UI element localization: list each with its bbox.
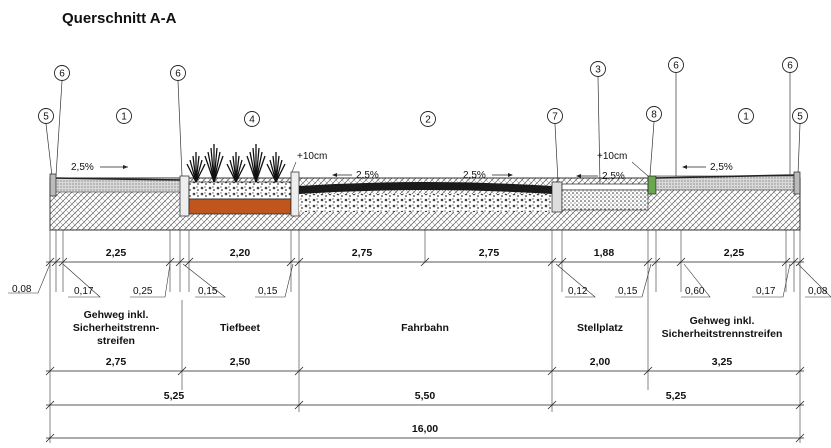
marker-label: 2 [425, 115, 431, 126]
dim-row1-road-right: 2,75 [479, 247, 500, 259]
zone-fahrbahn: Fahrbahn [401, 322, 449, 334]
tiefbeet-gravel [188, 181, 292, 200]
marker-7: 7 [547, 108, 563, 183]
slope-right-label: 2,5% [710, 162, 733, 173]
small-dim-leaders [8, 263, 831, 298]
green-strip [647, 175, 657, 195]
marker-3: 3 [590, 61, 606, 185]
marker-label: 6 [175, 69, 181, 80]
marker-label: 7 [552, 112, 558, 123]
parking-base [561, 189, 649, 211]
road-right-arrowhead [508, 173, 513, 177]
dim-row3-middle: 5,50 [415, 390, 436, 402]
marker-6: 6 [668, 57, 684, 176]
marker-6: 6 [782, 57, 798, 174]
marker-label: 6 [59, 69, 65, 80]
marker-label: 5 [797, 112, 803, 123]
road-slope-left-label: 2,5% [356, 170, 379, 181]
dimension-ticks [45, 257, 805, 443]
marker-5: 5 [38, 108, 54, 177]
slope-left-label: 2,5% [71, 162, 94, 173]
dim-small-1: 0,17 [74, 286, 94, 297]
sidewalk-left-top [51, 177, 183, 181]
plus10-left-label: +10cm [297, 151, 327, 162]
zone-gehweg-left-line2: Sicherheitstrenn- [73, 322, 160, 334]
zone-stellplatz: Stellplatz [577, 322, 623, 334]
marker-5: 5 [792, 108, 808, 175]
curb-left-outer [49, 173, 57, 197]
marker-label: 6 [787, 61, 793, 72]
curb-parking [551, 181, 563, 213]
tiefbeet-soil [188, 198, 292, 215]
marker-label: 1 [743, 112, 749, 123]
zone-gehweg-right-line2: Sicherheitstrennstreifen [662, 328, 783, 340]
dim-small-3: 0,15 [198, 286, 218, 297]
sidewalk-right-top [655, 174, 797, 179]
plus10-right-leader [631, 161, 649, 177]
dim-row3-right: 5,25 [666, 390, 687, 402]
slope-annotations: 2,5% +10cm 2,5% 2,5% +10cm 2,5% 2,5% [71, 151, 733, 182]
dim-row1-parking: 1,88 [594, 247, 615, 259]
plus10-right-label: +10cm [597, 151, 627, 162]
extension-lines [49, 230, 801, 443]
marker-1: 1 [116, 108, 132, 124]
zone-gehweg-left-line1: Gehweg inkl. [84, 309, 149, 321]
marker-group: 5 6 1 6 4 2 7 3 8 6 1 6 5 [38, 57, 808, 185]
marker-label: 1 [121, 112, 127, 123]
cross-section-body [49, 144, 801, 231]
dim-small-0: 0,08 [12, 284, 32, 295]
plants [186, 144, 286, 183]
marker-6: 6 [170, 65, 186, 177]
dim-row2-stellplatz: 2,00 [590, 356, 611, 368]
marker-label: 8 [651, 110, 657, 121]
curb-right-outer [793, 171, 801, 195]
dim-row1-gehweg-left: 2,25 [106, 247, 127, 259]
dimension-lines: 2,25 2,20 2,75 2,75 1,88 2,25 0,08 0,17 … [8, 230, 831, 443]
dim-row1-tiefbeet: 2,20 [230, 247, 251, 259]
marker-1: 1 [738, 108, 754, 124]
dim-small-9: 0,08 [808, 286, 828, 297]
dim-small-8: 0,17 [756, 286, 776, 297]
plus10-left-leader [291, 161, 297, 173]
dim-small-4: 0,15 [258, 286, 278, 297]
marker-label: 6 [673, 61, 679, 72]
parking-paving [561, 183, 649, 191]
marker-2: 2 [420, 111, 436, 127]
marker-label: 3 [595, 65, 601, 76]
dim-row1-road-left: 2,75 [352, 247, 373, 259]
dim-small-2: 0,25 [133, 286, 153, 297]
marker-6: 6 [54, 65, 70, 177]
drawing-title: Querschnitt A-A [62, 10, 177, 27]
dim-small-5: 0,12 [568, 286, 588, 297]
curb-tiefbeet-right [290, 171, 300, 217]
zone-gehweg-right-line1: Gehweg inkl. [690, 315, 755, 327]
parking-slope-label: 2,5% [602, 171, 625, 182]
curb-tiefbeet-left [179, 175, 190, 217]
marker-label: 5 [43, 112, 49, 123]
dim-small-6: 0,15 [618, 286, 638, 297]
zone-tiefbeet: Tiefbeet [220, 322, 261, 334]
dim-row1-gehweg-right: 2,25 [724, 247, 745, 259]
road-base [299, 194, 552, 212]
dim-row3-left: 5,25 [164, 390, 185, 402]
zone-gehweg-left-line3: streifen [97, 335, 135, 347]
marker-8: 8 [646, 106, 662, 177]
dim-small-7: 0,60 [685, 286, 705, 297]
dim-row2-gehweg-left: 2,75 [106, 356, 127, 368]
marker-label: 4 [249, 115, 255, 126]
road-slope-right-label: 2,5% [463, 170, 486, 181]
dim-row2-tiefbeet: 2,50 [230, 356, 251, 368]
slope-left-arrowhead [123, 165, 128, 169]
marker-4: 4 [244, 111, 260, 127]
dim-row2-gehweg-right: 3,25 [712, 356, 733, 368]
road-asphalt [299, 182, 552, 194]
dim-total: 16,00 [412, 423, 438, 435]
